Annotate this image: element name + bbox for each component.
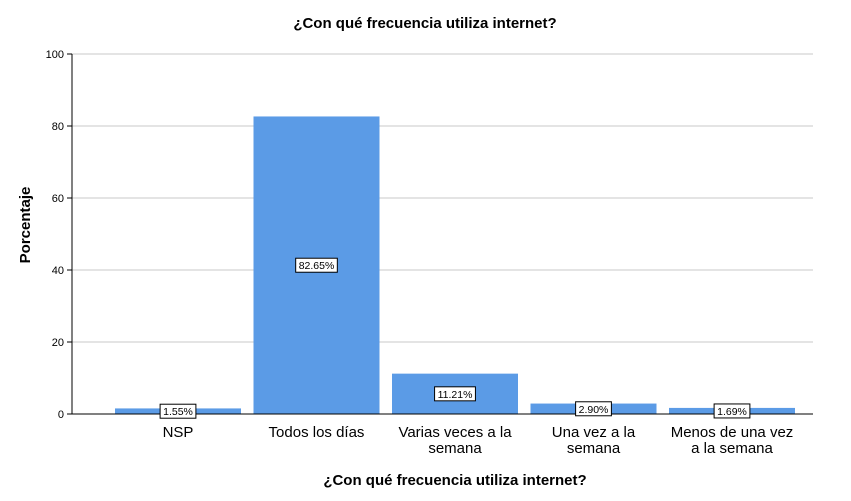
axes [67,53,813,415]
chart-title: ¿Con qué frecuencia utiliza internet? [293,15,556,32]
y-tick-label: 40 [52,265,64,277]
data-label: 82.65% [295,257,338,273]
svg-text:1.69%: 1.69% [717,406,747,418]
x-category-label: Menos de una vez a la semana [671,424,794,457]
y-tick-label: 100 [46,49,64,61]
svg-text:11.21%: 11.21% [438,389,473,401]
svg-text:1.55%: 1.55% [163,406,193,418]
x-category-label: Todos los días [269,424,365,441]
y-axis-title: Porcentaje [17,187,34,264]
svg-text:82.65%: 82.65% [299,260,335,272]
y-tick-label: 60 [52,193,64,205]
bars [115,116,795,415]
y-tick-label: 80 [52,121,64,133]
data-label: 2.90% [575,401,612,417]
x-category-label: Varias veces a la semana [398,424,512,457]
y-tick-label: 0 [58,409,64,421]
y-tick-label: 20 [52,337,64,349]
data-labels: 1.55% 82.65% 11.21% 2.90% 1.69% [159,257,751,419]
x-category-label: Una vez a la semana [552,424,636,457]
x-category-label: NSP [163,424,194,441]
data-label: 1.69% [713,403,751,419]
x-category-labels: NSP Todos los días Varias veces a la semana… [163,424,794,457]
y-tick-labels: 0 20 40 60 80 100 [46,49,64,421]
data-label: 1.55% [159,403,197,419]
svg-text:2.90%: 2.90% [579,404,609,416]
x-axis-title: ¿Con qué frecuencia utiliza internet? [323,472,586,489]
data-label: 11.21% [434,386,476,402]
gridlines [72,53,813,343]
